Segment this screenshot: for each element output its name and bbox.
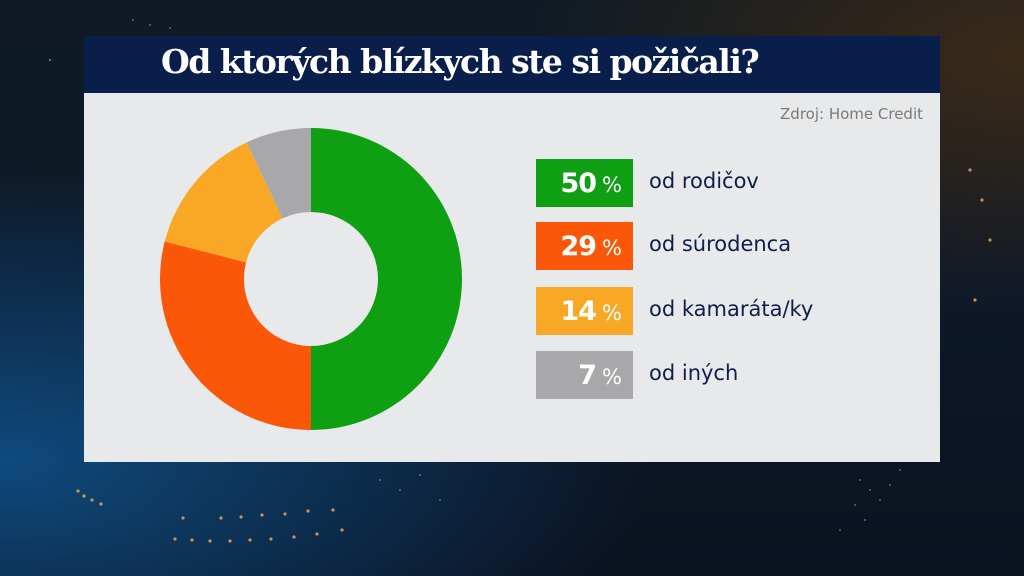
legend-swatch: 50 % (536, 159, 633, 207)
percent-sign: % (602, 364, 622, 389)
legend-swatch: 14 % (536, 287, 633, 335)
legend-label: od rodičov (649, 169, 759, 193)
donut-chart (159, 128, 462, 430)
legend-label: od iných (649, 361, 739, 385)
chart-title: Od ktorých blízkych ste si požičali? (161, 42, 760, 81)
legend-value: 50 (560, 167, 597, 199)
percent-sign: % (602, 235, 622, 260)
legend-item-siblings: 29 % od súrodenca (536, 222, 936, 270)
source-credit: Zdroj: Home Credit (780, 105, 923, 123)
legend-value: 29 (560, 230, 597, 262)
donut-slice (246, 128, 311, 219)
legend-label: od súrodenca (649, 232, 792, 256)
legend-label: od kamaráta/ky (649, 297, 814, 321)
title-bar: Od ktorých blízkych ste si požičali? (84, 36, 940, 93)
chart-panel: Zdroj: Home Credit 50 % od rodičov 29 % … (84, 93, 940, 462)
legend-swatch: 7 % (536, 351, 633, 399)
donut-slice (159, 241, 311, 430)
legend-item-others: 7 % od iných (536, 351, 936, 399)
legend-value: 7 (578, 359, 597, 391)
legend-value: 14 (560, 295, 597, 327)
legend-swatch: 29 % (536, 222, 633, 270)
percent-sign: % (602, 300, 622, 325)
percent-sign: % (602, 172, 622, 197)
donut-slice (164, 142, 283, 263)
donut-slice (311, 128, 462, 430)
legend-item-parents: 50 % od rodičov (536, 159, 936, 207)
legend-item-friends: 14 % od kamaráta/ky (536, 287, 936, 335)
